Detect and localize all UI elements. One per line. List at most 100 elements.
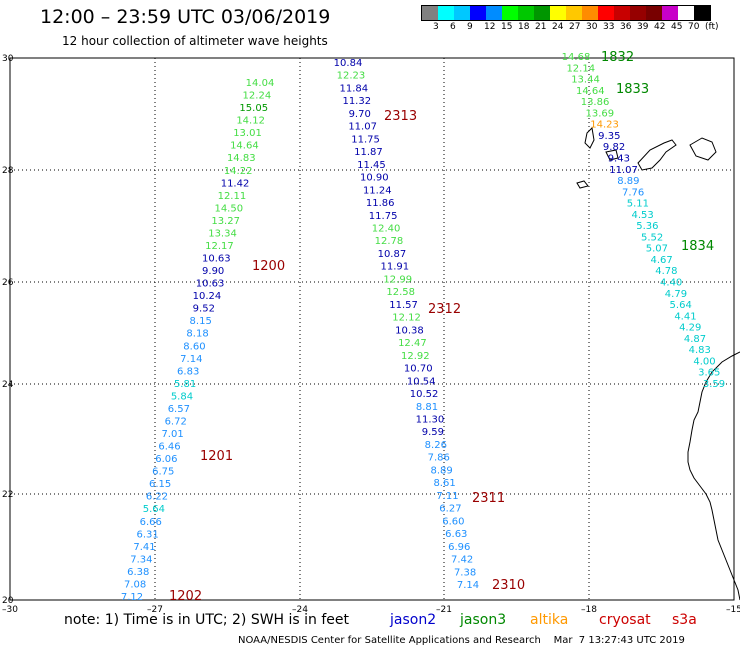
legend-cryosat: cryosat [599, 612, 651, 628]
wave-height-label: 12.47 [398, 338, 427, 349]
y-tick-label: 26 [2, 278, 14, 288]
legend-swatch [630, 6, 646, 20]
wave-height-label: 7.41 [133, 542, 155, 553]
y-tick-label: 22 [2, 490, 13, 500]
wave-height-label: 8.89 [431, 465, 453, 476]
wave-height-label: 14.04 [246, 78, 275, 89]
legend-swatch [694, 6, 710, 20]
legend-swatch [454, 6, 470, 20]
wave-height-label: 9.82 [603, 142, 625, 153]
y-tick-label: 24 [2, 380, 14, 390]
legend-label: 45 [671, 22, 683, 32]
legend-swatch [550, 6, 566, 20]
wave-height-label: 10.90 [360, 173, 389, 184]
wave-height-label: 14.12 [236, 116, 265, 127]
wave-height-label: 9.90 [202, 266, 224, 277]
wave-height-label: 6.46 [158, 442, 180, 453]
wave-height-label: 11.32 [342, 96, 371, 107]
wave-height-label: 7.38 [454, 567, 476, 578]
footer-credit: NOAA/NESDIS Center for Satellite Applica… [238, 635, 685, 646]
wave-height-label: 4.00 [693, 356, 715, 367]
wave-height-label: 3.59 [703, 379, 725, 390]
pass-time-label: 2310 [492, 578, 525, 593]
wave-height-label: 10.63 [196, 279, 225, 290]
legend-swatch [646, 6, 662, 20]
wave-height-label: 6.22 [146, 492, 168, 503]
legend-label: 70 [688, 22, 700, 32]
x-tick-label: –30 [2, 605, 18, 615]
pass-time-label: 1832 [601, 50, 634, 65]
legend-jason2: jason2 [390, 612, 437, 628]
wave-height-label: 12.12 [392, 313, 421, 324]
legend-swatch [678, 6, 694, 20]
color-scale-legend [421, 5, 711, 21]
wave-height-label: 8.60 [183, 341, 205, 352]
wave-height-label: 12.17 [205, 241, 234, 252]
wave-height-label: 11.86 [366, 198, 395, 209]
wave-height-label: 14.83 [227, 153, 256, 164]
wave-height-label: 5.81 [174, 379, 196, 390]
wave-height-label: 6.38 [127, 567, 149, 578]
wave-height-label: 6.57 [168, 404, 190, 415]
legend-swatch [534, 6, 550, 20]
wave-height-label: 6.83 [177, 366, 199, 377]
wave-height-label: 6.60 [442, 516, 464, 527]
wave-height-label: 5.64 [670, 300, 692, 311]
wave-height-label: 4.29 [679, 323, 701, 334]
wave-height-label: 7.76 [622, 187, 644, 198]
wave-height-label: 11.45 [357, 160, 386, 171]
wave-height-label: 6.15 [149, 479, 171, 490]
legend-swatch [566, 6, 582, 20]
island-gran-canaria [689, 137, 717, 161]
wave-height-label: 12.58 [386, 287, 415, 298]
wave-height-label: 13.01 [233, 128, 262, 139]
legend-label: 3 [433, 22, 439, 32]
wave-height-label: 11.42 [221, 178, 250, 189]
wave-height-label: 12.99 [383, 274, 412, 285]
legend-swatch [518, 6, 534, 20]
legend-label: 6 [450, 22, 456, 32]
island-hierro [576, 180, 589, 189]
pass-time-label: 1200 [252, 259, 285, 274]
legend-label: 24 [552, 22, 564, 32]
wave-height-label: 6.27 [439, 504, 461, 515]
wave-height-label: 7.42 [451, 555, 473, 566]
pass-time-label: 1834 [681, 239, 714, 254]
pass-time-label: 2311 [472, 491, 505, 506]
legend-label: 21 [535, 22, 547, 32]
wave-height-label: 5.36 [636, 221, 658, 232]
wave-height-label: 10.84 [334, 58, 363, 69]
wave-height-label: 7.08 [124, 579, 146, 590]
wave-height-label: 9.43 [608, 153, 630, 164]
color-scale-labels: 3 6 9 12 15 18 21 24 27 30 33 36 39 42 45 70 (ft) [421, 22, 731, 34]
wave-height-label: 12.92 [401, 351, 430, 362]
legend-label: 33 [603, 22, 615, 32]
wave-height-label: 12.23 [337, 71, 366, 82]
wave-height-label: 11.07 [348, 122, 377, 133]
legend-label: 39 [637, 22, 649, 32]
legend-label: (ft) [705, 22, 719, 32]
legend-label: 12 [484, 22, 496, 32]
wave-height-label: 10.54 [407, 376, 436, 387]
wave-height-label: 5.64 [143, 504, 165, 515]
wave-height-label: 14.50 [214, 203, 243, 214]
wave-height-label: 11.75 [369, 211, 398, 222]
wave-height-label: 6.75 [152, 467, 174, 478]
wave-height-label: 12.40 [372, 224, 401, 235]
map-title: 12:00 – 23:59 UTC 03/06/2019 [40, 6, 331, 28]
legend-jason3: jason3 [460, 612, 507, 628]
wave-height-label: 7.14 [457, 580, 479, 591]
legend-swatch [438, 6, 454, 20]
wave-height-label: 11.57 [389, 300, 418, 311]
wave-height-label: 15.05 [239, 103, 268, 114]
wave-height-label: 10.70 [404, 364, 433, 375]
wave-height-label: 4.78 [655, 266, 677, 277]
wave-height-label: 11.75 [351, 134, 380, 145]
map-grid [9, 57, 735, 601]
legend-label: 30 [586, 22, 598, 32]
wave-height-label: 3.65 [698, 368, 720, 379]
wave-height-label: 10.87 [378, 249, 407, 260]
wave-height-label: 5.11 [627, 199, 649, 210]
wave-height-label: 14.22 [224, 166, 253, 177]
legend-swatch [486, 6, 502, 20]
